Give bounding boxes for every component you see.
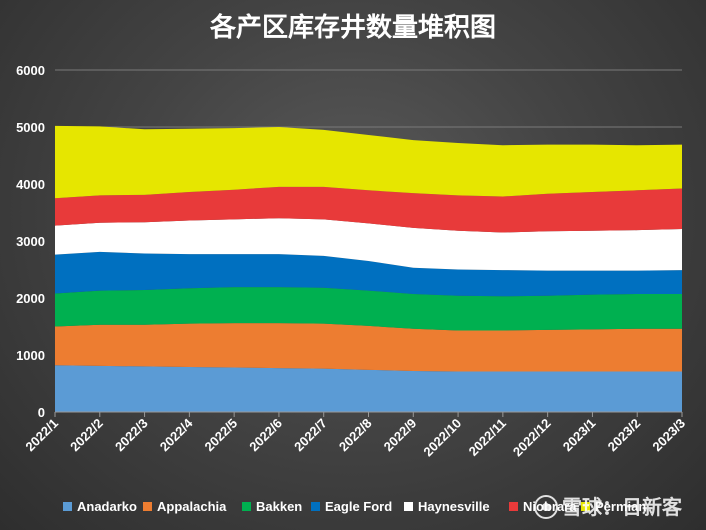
legend-label: Haynesville <box>418 499 490 514</box>
y-tick-label: 5000 <box>16 120 45 135</box>
x-tick-label: 2022/2 <box>67 416 106 455</box>
legend-swatch <box>311 502 320 511</box>
x-tick-label: 2022/3 <box>112 416 151 455</box>
area-anadarko <box>55 365 682 412</box>
legend-swatch <box>581 502 590 511</box>
y-tick-label: 2000 <box>16 291 45 306</box>
legend-swatch <box>509 502 518 511</box>
plot-areas <box>55 125 682 412</box>
legend-label: Anadarko <box>77 499 137 514</box>
y-tick-label: 4000 <box>16 177 45 192</box>
area-appalachia <box>55 323 682 372</box>
x-tick-label: 2022/4 <box>157 415 196 454</box>
x-tick-label: 2022/8 <box>336 416 375 455</box>
watermark: 雪球：日新客 <box>534 495 683 519</box>
x-tick-label: 2022/9 <box>381 416 420 455</box>
x-tick-label: 2022/7 <box>291 416 330 455</box>
y-axis: 0 1000 2000 3000 4000 5000 6000 <box>16 63 45 420</box>
y-tick-label: 3000 <box>16 234 45 249</box>
legend-label: Eagle Ford <box>325 499 392 514</box>
x-tick-label: 2022/10 <box>420 416 464 460</box>
legend-swatch <box>143 502 152 511</box>
y-tick-label: 0 <box>38 405 45 420</box>
area-bakken <box>55 287 682 331</box>
legend-swatch <box>63 502 72 511</box>
legend-label: Bakken <box>256 499 302 514</box>
x-tick-label: 2022/1 <box>22 416 61 455</box>
legend-swatch <box>404 502 413 511</box>
x-tick-label: 2022/11 <box>466 416 509 459</box>
y-tick-label: 1000 <box>16 348 45 363</box>
area-eagle-ford <box>55 251 682 297</box>
x-tick-label: 2022/5 <box>202 416 241 455</box>
x-axis: 2022/1 2022/2 2022/3 2022/4 2022/5 2022/6 2022… <box>22 411 688 460</box>
legend-swatch <box>242 502 251 511</box>
y-tick-label: 6000 <box>16 63 45 78</box>
chart-title: 各产区库存井数量堆积图 <box>209 12 496 43</box>
x-tick-label: 2023/2 <box>605 416 644 455</box>
area-permian <box>55 125 682 199</box>
x-tick-label: 2022/12 <box>510 416 554 460</box>
x-tick-label: 2023/3 <box>649 416 688 455</box>
legend-label: Appalachia <box>157 499 227 514</box>
area-haynesville <box>55 218 682 271</box>
x-tick-label: 2023/1 <box>560 416 599 455</box>
x-tick-label: 2022/6 <box>246 416 285 455</box>
legend-label: Permian <box>595 499 646 514</box>
area-niobrara <box>55 186 682 233</box>
legend: Anadarko Appalachia Bakken Eagle Ford Haynes… <box>63 499 646 514</box>
watermark-text: 雪球：日新客 <box>562 495 683 519</box>
